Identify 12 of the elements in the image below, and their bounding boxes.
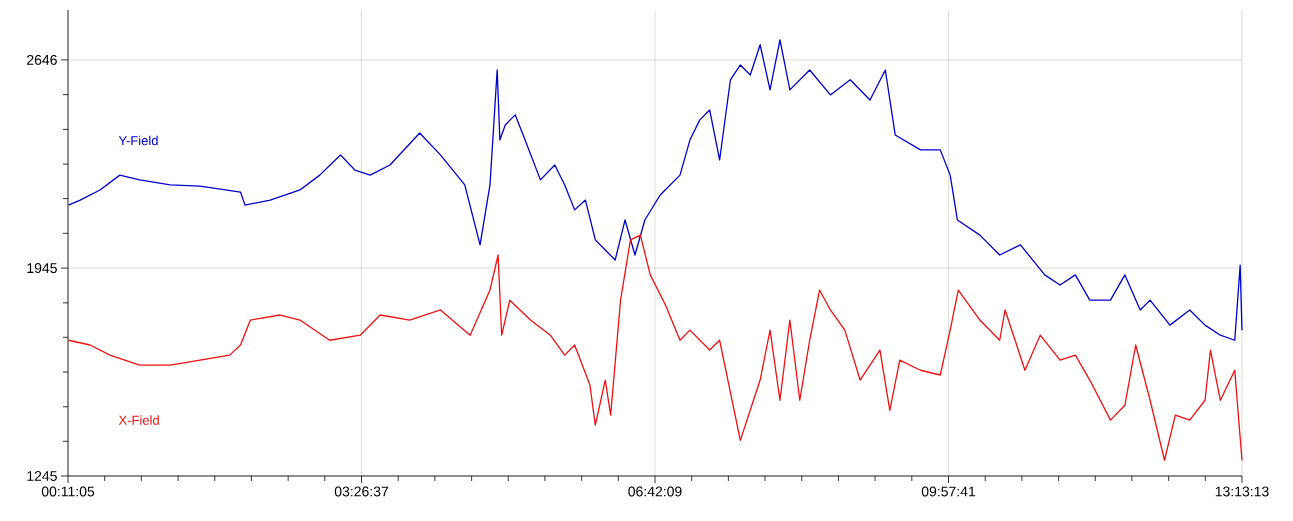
y-tick-label: 2646 xyxy=(27,54,57,65)
x-tick-label: 13:13:13 xyxy=(1215,486,1269,497)
y-tick-label: 1945 xyxy=(27,263,57,274)
x-tick-label: 06:42:09 xyxy=(628,486,682,497)
x-tick-label: 09:57:41 xyxy=(921,486,976,497)
x-tick-label: 00:11:05 xyxy=(41,486,95,497)
x-tick-label: 03:26:37 xyxy=(334,486,389,497)
line-series xyxy=(67,39,1243,341)
text: X-Field xyxy=(118,415,159,425)
text: Y-Field xyxy=(118,135,158,146)
line-series xyxy=(67,234,1243,461)
y-tick-label: 1245 xyxy=(27,471,57,481)
